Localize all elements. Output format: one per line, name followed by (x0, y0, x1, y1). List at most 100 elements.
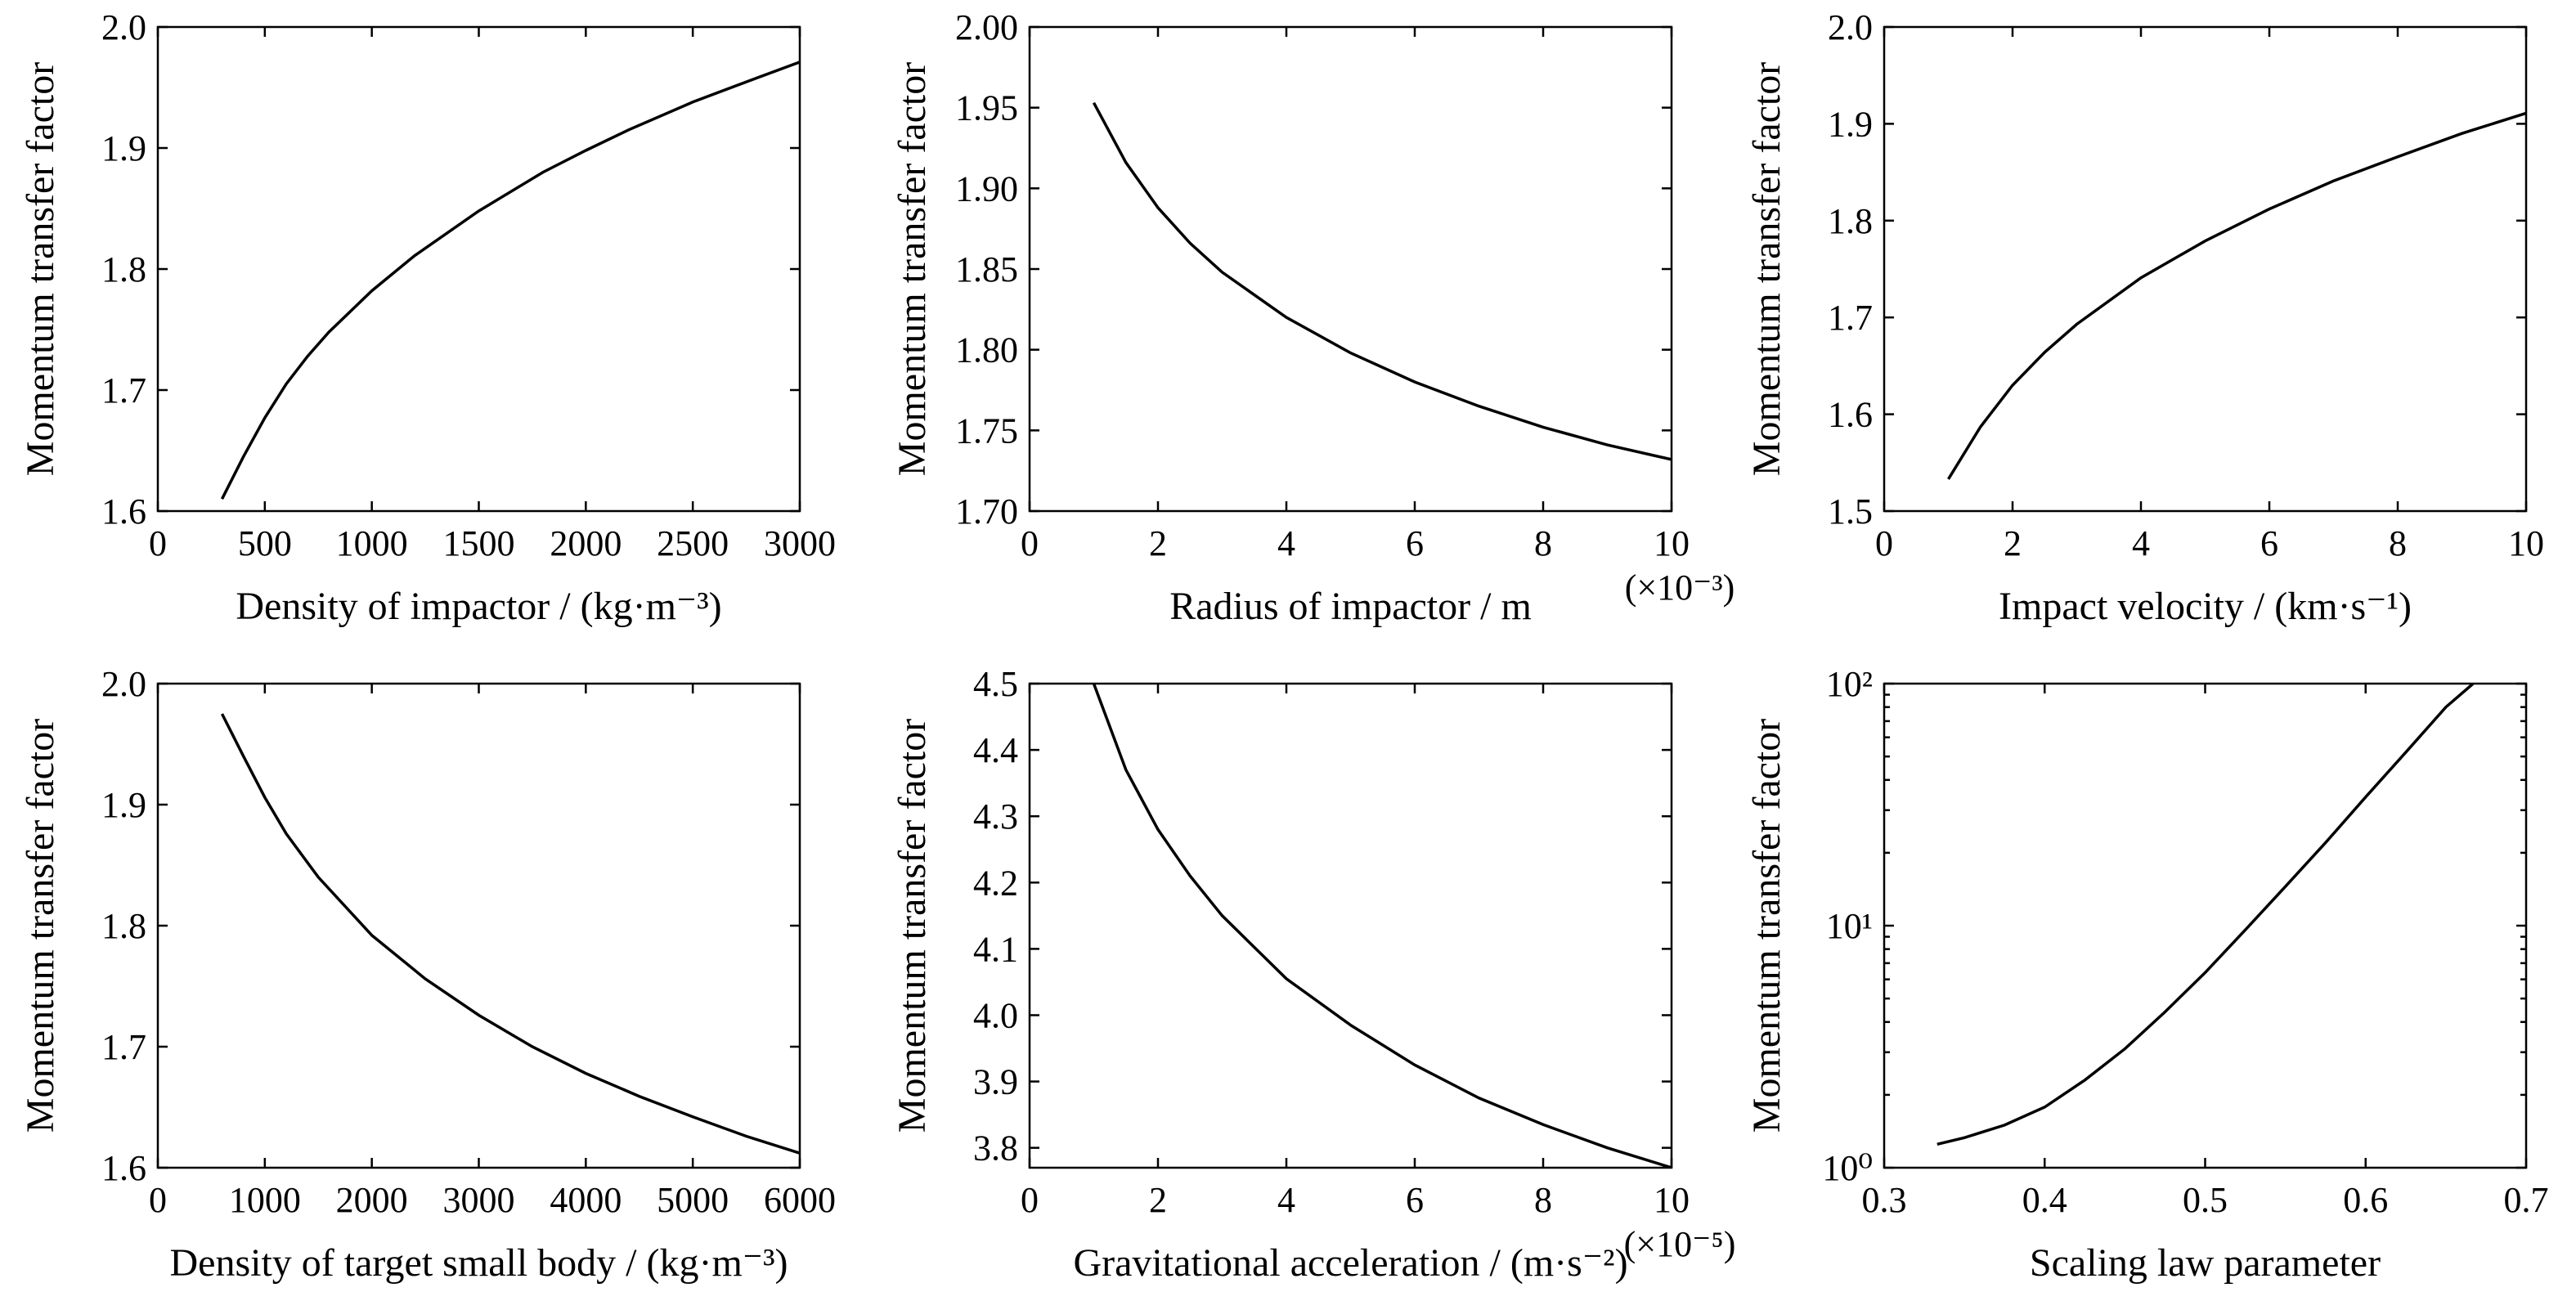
x-axis-label: Gravitational acceleration / (m·s⁻²) (1073, 1241, 1627, 1285)
y-tick-label: 1.80 (955, 330, 1018, 370)
x-tick-label: 8 (1534, 523, 1552, 563)
x-tick-label: 2 (1149, 523, 1167, 563)
x-tick-label: 10 (2508, 523, 2544, 563)
x-tick-label: 0.4 (2022, 1180, 2067, 1220)
x-tick-label: 2 (1149, 1180, 1167, 1220)
panel-impact-velocity: 0 2 4 6 8 10 1.5 1.6 1.7 1.8 1.9 2.0 Impact velocity… (1745, 7, 2544, 628)
series-line (220, 61, 800, 500)
y-axis-label: Momentum transfer factor (19, 62, 62, 477)
y-tick-label: 2.0 (101, 7, 146, 47)
x-tick-label: 1000 (336, 523, 408, 563)
y-tick-label: 1.90 (955, 168, 1018, 209)
panel-gravitational-acceleration: 0 2 4 6 8 10 3.8 3.9 4.0 4.1 4.2 4.3 4.4 4.5 Gravitati… (891, 664, 1735, 1285)
x-tick-label: 2 (2004, 523, 2022, 563)
panel-impactor-radius: 0 2 4 6 8 10 1.70 1.75 1.80 1.85 1.90 1.95 2.00 Radiu… (891, 7, 1735, 628)
y-tick-label: 1.8 (101, 906, 146, 946)
y-tick-label: 1.85 (955, 249, 1018, 289)
y-axis-label: Momentum transfer factor (1745, 62, 1788, 477)
y-tick-label: 2.00 (955, 7, 1018, 47)
series-line (220, 713, 800, 1155)
y-tick-label: 4.3 (973, 796, 1018, 837)
x-tick-label: 0 (149, 1180, 167, 1220)
x-tick-label: 1000 (229, 1180, 301, 1220)
x-axis-label: Scaling law parameter (2030, 1241, 2381, 1285)
y-tick-label: 4.2 (973, 863, 1018, 903)
x-tick-label: 10 (1654, 1180, 1690, 1220)
plot-frame (1883, 25, 2528, 513)
y-axis-label: Momentum transfer factor (891, 62, 934, 477)
x-tick-label: 0.5 (2183, 1180, 2228, 1220)
x-tick-label: 0 (1021, 1180, 1039, 1220)
y-axis-label: Momentum transfer factor (1745, 719, 1788, 1133)
x-tick-label: 2000 (550, 523, 622, 563)
y-tick-label: 4.1 (973, 929, 1018, 969)
y-tick-label: 10¹ (1826, 906, 1873, 946)
series-line (1092, 684, 1672, 1168)
y-tick-label: 1.6 (101, 491, 146, 532)
x-tick-label: 6 (1406, 1180, 1424, 1220)
x-tick-label: 3000 (443, 1180, 515, 1220)
plot-frame (1028, 682, 1673, 1169)
series-line (1092, 101, 1672, 461)
x-axis-multiplier: (×10⁻³) (1625, 568, 1735, 608)
x-axis-label: Impact velocity / (km·s⁻¹) (1999, 585, 2412, 628)
x-tick-label: 6000 (764, 1180, 836, 1220)
y-tick-label: 1.6 (1828, 395, 1873, 435)
x-tick-label: 10 (1654, 523, 1690, 563)
x-tick-label: 8 (2389, 523, 2407, 563)
y-tick-label: 3.8 (973, 1128, 1018, 1169)
y-tick-label: 4.5 (973, 664, 1018, 704)
y-tick-label: 1.9 (101, 785, 146, 825)
y-tick-label: 4.4 (973, 730, 1018, 770)
y-tick-label: 1.8 (101, 249, 146, 289)
x-axis-label: Density of target small body / (kg·m⁻³) (169, 1241, 788, 1285)
x-tick-label: 0 (1021, 523, 1039, 563)
x-tick-label: 0.3 (1862, 1180, 1907, 1220)
x-axis-multiplier: (×10⁻⁵) (1624, 1224, 1736, 1264)
y-tick-label: 2.0 (101, 664, 146, 704)
y-axis-label: Momentum transfer factor (891, 719, 934, 1133)
x-tick-label: 5000 (657, 1180, 729, 1220)
series-line (1947, 111, 2526, 480)
y-tick-label: 1.75 (955, 410, 1018, 451)
y-tick-label: 1.6 (101, 1148, 146, 1188)
y-tick-label: 4.0 (973, 995, 1018, 1035)
x-tick-label: 4 (2132, 523, 2150, 563)
y-tick-label: 1.7 (101, 370, 146, 410)
y-axis-label: Momentum transfer factor (19, 719, 62, 1133)
y-tick-label: 1.5 (1828, 491, 1873, 532)
x-tick-label: 0.7 (2504, 1180, 2549, 1220)
x-tick-label: 2000 (336, 1180, 408, 1220)
y-tick-label: 1.70 (955, 491, 1018, 532)
x-tick-label: 4000 (550, 1180, 622, 1220)
y-tick-label: 1.7 (101, 1027, 146, 1067)
y-tick-label: 2.0 (1828, 7, 1873, 47)
x-tick-label: 0 (1875, 523, 1893, 563)
panel-impactor-density: 0 500 1000 1500 2000 2500 3000 1.6 1.7 1.8 1.9 2.0 D… (19, 7, 836, 628)
y-tick-label: 1.9 (1828, 104, 1873, 144)
x-tick-label: 6 (2260, 523, 2278, 563)
x-tick-label: 4 (1277, 1180, 1295, 1220)
panel-target-density: 0 1000 2000 3000 4000 5000 6000 1.6 1.7 1.8 1.9 2.0… (19, 664, 836, 1285)
panel-scaling-law-parameter: 0.3 0.4 0.5 0.6 0.7 10⁰ 10¹ 10² Scaling law para… (1745, 664, 2549, 1285)
y-tick-label: 3.9 (973, 1062, 1018, 1102)
y-tick-label: 10⁰ (1822, 1148, 1873, 1188)
x-tick-label: 0.6 (2343, 1180, 2388, 1220)
x-tick-label: 4 (1277, 523, 1295, 563)
x-axis-label: Radius of impactor / m (1169, 585, 1532, 628)
series-line (1936, 684, 2475, 1146)
x-tick-label: 2500 (657, 523, 729, 563)
x-tick-label: 0 (149, 523, 167, 563)
y-tick-label: 1.8 (1828, 201, 1873, 241)
x-tick-label: 1500 (443, 523, 515, 563)
x-axis-label: Density of impactor / (kg·m⁻³) (236, 585, 721, 628)
x-tick-label: 3000 (764, 523, 836, 563)
y-tick-label: 1.7 (1828, 298, 1873, 338)
y-tick-label: 1.95 (955, 88, 1018, 128)
plot-frame (1883, 682, 2528, 1169)
x-tick-label: 6 (1406, 523, 1424, 563)
x-tick-label: 500 (238, 523, 292, 563)
y-tick-label: 10² (1826, 664, 1873, 704)
plot-frame (156, 682, 801, 1169)
